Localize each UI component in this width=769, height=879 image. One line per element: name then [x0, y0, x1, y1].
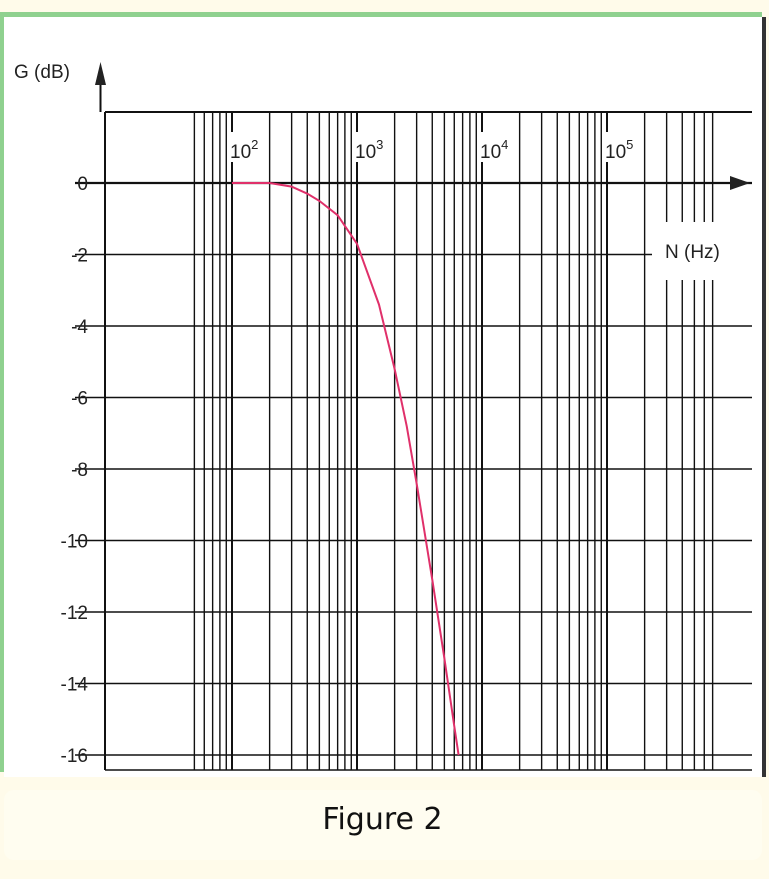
- y-tick-labels: 0 -2 -4 -6 -8 -10 -12 -14 -16: [61, 174, 89, 767]
- top-green-border: [0, 12, 762, 17]
- y-tick-label: 0: [77, 174, 88, 195]
- y-tick-label: -8: [71, 460, 88, 481]
- grid: [75, 70, 752, 771]
- figure-caption: Figure 2: [322, 802, 443, 837]
- right-dark-border: [762, 17, 766, 777]
- x-decade-label-bg: [605, 132, 639, 162]
- y-tick-label: -2: [71, 246, 88, 267]
- x-decade-label-bg: [230, 132, 264, 162]
- left-green-border: [0, 12, 4, 772]
- caption-background: [4, 790, 762, 860]
- x-axis-arrow: [730, 176, 750, 190]
- x-decade-labels: 102 103 104 105: [230, 132, 639, 163]
- y-tick-label: -10: [61, 532, 88, 553]
- y-tick-label: -16: [61, 746, 88, 767]
- y-tick-label: -4: [71, 317, 88, 338]
- x-decade-label-bg: [355, 132, 389, 162]
- y-tick-label: -6: [71, 389, 88, 410]
- y-axis-title: G (dB): [14, 62, 70, 83]
- y-tick-label: -12: [61, 603, 88, 624]
- x-axis-label-box: [652, 222, 752, 280]
- x-decade-label-bg: [480, 132, 514, 162]
- x-axis-title: N (Hz): [665, 242, 720, 263]
- y-axis-arrow: [95, 62, 106, 85]
- y-tick-label: -14: [61, 675, 89, 696]
- gain-curve: [232, 182, 460, 756]
